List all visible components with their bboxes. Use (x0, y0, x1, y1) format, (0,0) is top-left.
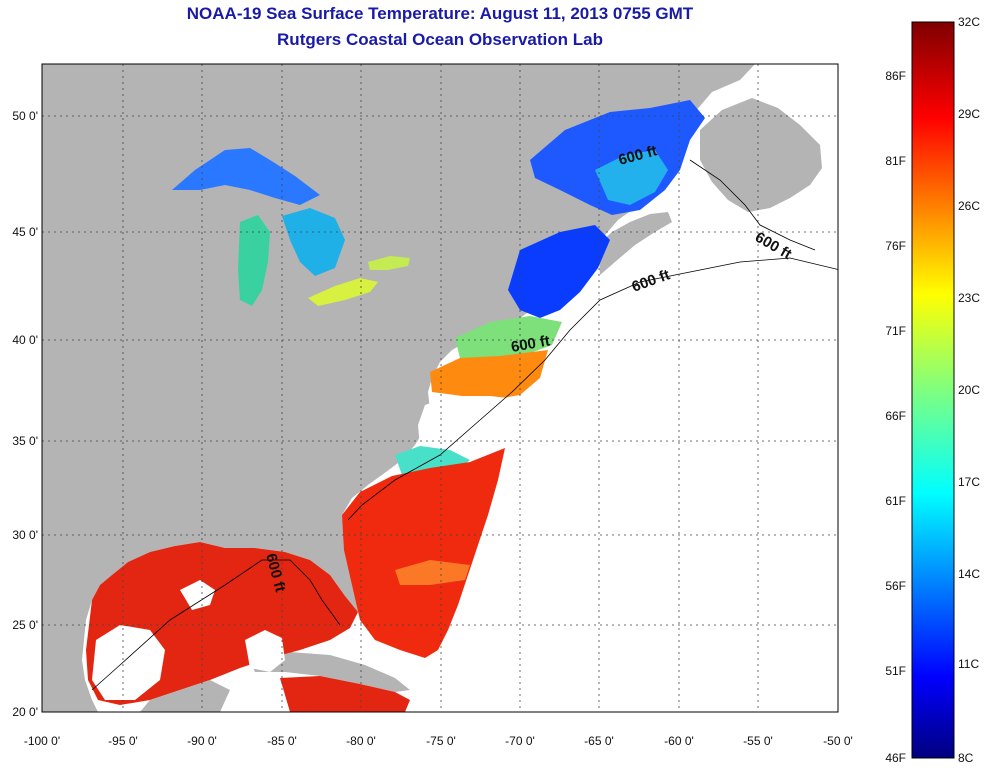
lake-superior (172, 148, 320, 205)
lat-tick-label: 50 0' (12, 109, 38, 123)
isobath-label-mid-atlantic: 600 ft (510, 332, 552, 356)
colorbar-f-label: 86F (885, 69, 906, 83)
colorbar-f-label: 81F (885, 154, 906, 168)
lake-huron (282, 208, 345, 276)
colorbar-c-label: 11C (958, 657, 979, 671)
colorbar-gradient (911, 21, 955, 759)
lat-tick-label: 20 0' (12, 705, 38, 719)
colorbar-f-label: 76F (885, 239, 906, 253)
land-newfoundland (700, 98, 822, 212)
colorbar-f-label: 56F (885, 579, 906, 593)
colorbar-c-label: 17C (958, 475, 980, 489)
lat-tick-label: 45 0' (12, 225, 38, 239)
colorbar-c-label: 8C (958, 751, 974, 765)
land-cuba (250, 652, 410, 692)
lon-tick-label: -55 0' (743, 734, 773, 748)
isobath-600ft-newfoundland (689, 159, 816, 251)
lon-tick-label: -90 0' (187, 734, 217, 748)
graticule (42, 64, 838, 712)
gulf-st-lawrence (530, 100, 705, 215)
map-subtitle: Rutgers Coastal Ocean Observation Lab (277, 30, 603, 49)
lon-tick-label: -50 0' (823, 734, 853, 748)
gulf-st-lawrence-warm (595, 150, 668, 205)
south-atlantic-warm (342, 448, 505, 658)
mid-atlantic-shelf (455, 316, 562, 362)
isobath-600ft-gulf (91, 559, 341, 691)
land-yucatan (140, 680, 230, 712)
lon-tick-label: -75 0' (426, 734, 456, 748)
colorbar-c-label: 29C (958, 107, 980, 121)
lat-tick-label: 35 0' (12, 434, 38, 448)
map-title: NOAA-19 Sea Surface Temperature: August … (186, 4, 694, 23)
colorbar-f-label: 46F (885, 751, 906, 765)
colorbar: 32C 29C 26C 23C 20C 17C 14C 11C 8C 86F 8… (885, 15, 980, 765)
colorbar-f-label: 66F (885, 409, 906, 423)
lon-tick-label: -100 0' (24, 734, 60, 748)
lake-erie (308, 278, 378, 306)
lat-axis: 20 0' 25 0' 30 0' 35 0' 40 0' 45 0' 50 0… (12, 109, 38, 719)
lon-tick-label: -85 0' (267, 734, 297, 748)
gulf-cloud-west (92, 625, 165, 700)
cloud-band-hatteras (418, 396, 525, 462)
plot-frame (41, 63, 839, 713)
lake-michigan (238, 215, 270, 306)
lon-tick-label: -65 0' (584, 734, 614, 748)
caribbean-sea (280, 676, 410, 712)
isobath-600ft-atlantic (347, 257, 838, 521)
atlantic-haze (395, 560, 470, 585)
mid-atlantic-warm (430, 350, 548, 400)
gulf-cloud-north (180, 580, 215, 610)
colorbar-c-label: 20C (958, 383, 980, 397)
colorbar-f-label: 51F (885, 664, 906, 678)
gulf-cloud-central (245, 630, 285, 672)
colorbar-f-label: 61F (885, 494, 906, 508)
lat-tick-label: 25 0' (12, 618, 38, 632)
colorbar-f-label: 71F (885, 324, 906, 338)
lat-tick-label: 30 0' (12, 528, 38, 542)
land-maritimes (598, 212, 672, 275)
colorbar-c-label: 26C (958, 199, 980, 213)
lon-tick-label: -80 0' (346, 734, 376, 748)
colorbar-c-label: 14C (958, 567, 980, 581)
lon-axis: -100 0' -95 0' -90 0' -85 0' -80 0' -75 … (24, 734, 853, 748)
lon-tick-label: -95 0' (108, 734, 138, 748)
lon-tick-label: -60 0' (664, 734, 694, 748)
lake-ontario (368, 256, 410, 270)
lon-tick-label: -70 0' (505, 734, 535, 748)
colorbar-c-label: 32C (958, 15, 980, 29)
lat-tick-label: 40 0' (12, 333, 38, 347)
gulf-of-maine (508, 225, 610, 318)
colorbar-c-label: 23C (958, 291, 980, 305)
land-north-america (42, 64, 755, 712)
